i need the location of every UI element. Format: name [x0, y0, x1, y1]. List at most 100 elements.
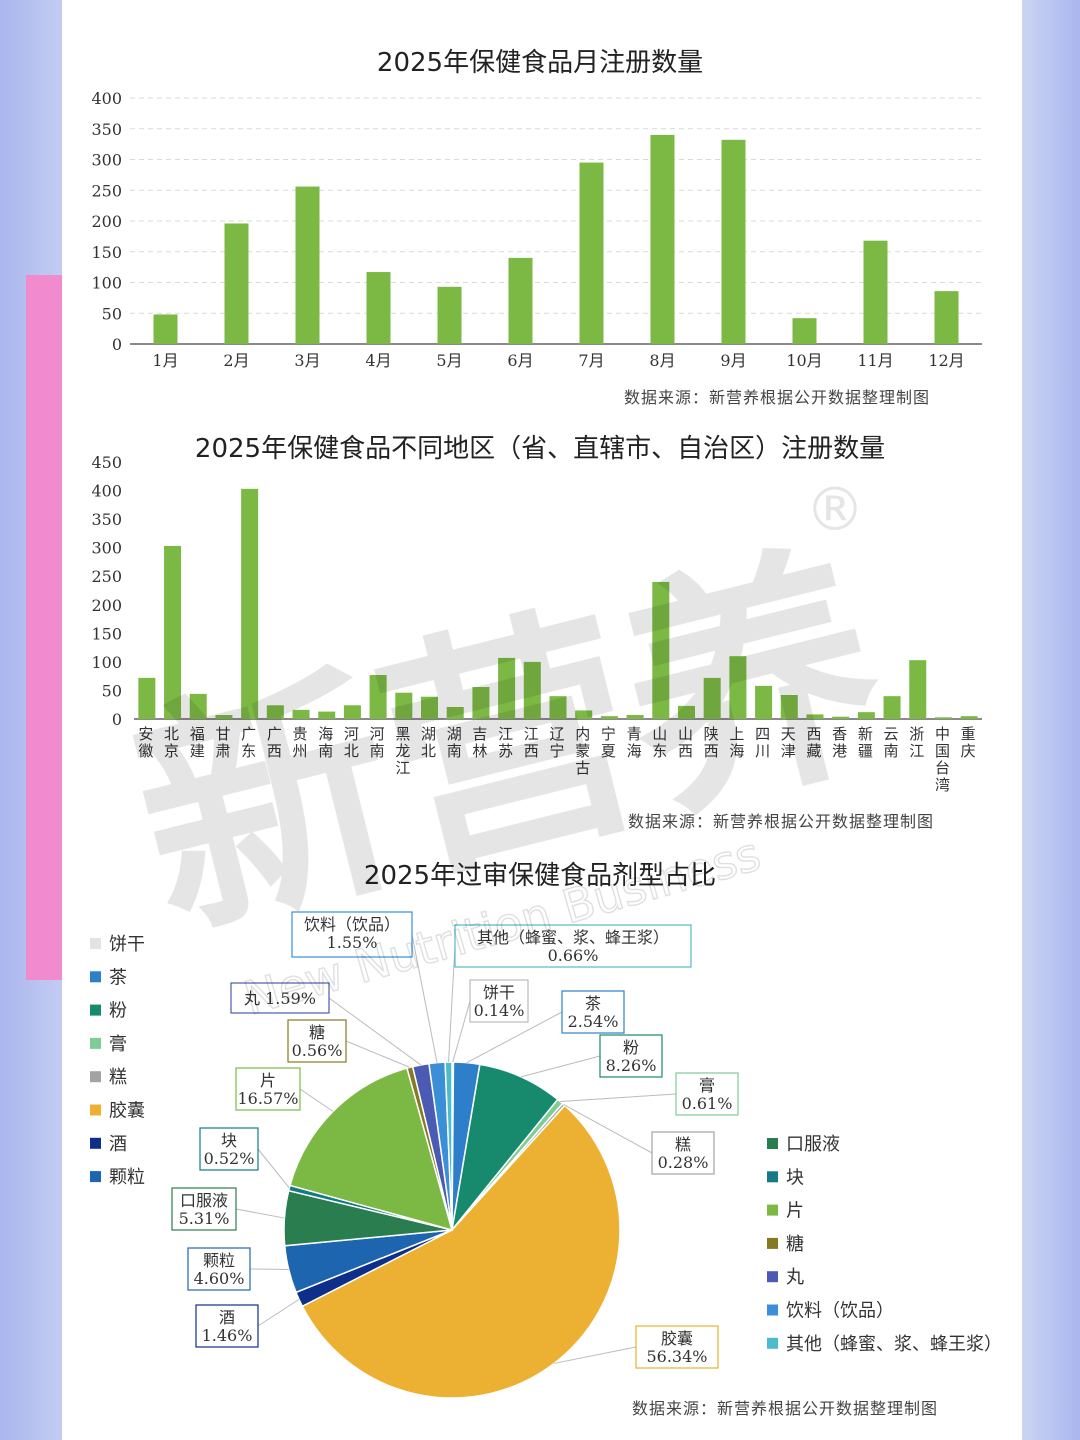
regional-bar: [446, 707, 464, 719]
pie-callout-box: [675, 1072, 739, 1116]
monthly-bar: [934, 291, 959, 344]
regional-bar: [806, 714, 824, 719]
pie-callout-label: 粉: [623, 1038, 639, 1057]
monthly-y-tick: 50: [102, 304, 122, 323]
pie-callout-label: 其他（蜂蜜、浆、蜂王浆）: [477, 928, 669, 947]
regional-x-tick: 湖北: [421, 725, 436, 760]
pie-leader-line: [452, 1000, 471, 1063]
legend-swatch: [90, 1037, 101, 1049]
regional-bar: [498, 657, 516, 719]
pie-callout-box: [454, 924, 692, 968]
pie-callout-label: 颗粒: [203, 1251, 235, 1270]
regional-y-tick: 400: [91, 482, 122, 501]
pie-leader-line: [257, 1298, 300, 1327]
pie-callout-value: 16.57%: [237, 1089, 298, 1108]
legend-swatch: [767, 1337, 778, 1349]
pie-callout-box: [171, 1187, 237, 1231]
pie-callout-value: 0.61%: [682, 1094, 733, 1113]
monthly-y-tick: 300: [91, 151, 122, 170]
legend-label: 其他（蜂蜜、浆、蜂王浆）: [786, 1334, 1002, 1355]
pie-callout-label: 膏: [699, 1076, 715, 1095]
dosage-chart-title: 2025年过审保健食品剂型占比: [363, 861, 717, 891]
pie-callout-box: [235, 1067, 301, 1111]
legend-swatch: [90, 1137, 101, 1149]
pie-leader-line: [553, 1346, 637, 1364]
pie-leader-line: [520, 1055, 601, 1078]
regional-bar: [421, 696, 439, 719]
regional-bar: [677, 705, 695, 719]
regional-bar: [266, 705, 284, 719]
monthly-x-tick: 2月: [223, 351, 249, 370]
regional-x-tick: 湖南: [447, 725, 462, 760]
regional-x-tick: 西藏: [806, 725, 821, 760]
pie-callout-box: [469, 979, 529, 1023]
pie-callout-value: 5.31%: [179, 1209, 230, 1228]
pie-leader-line: [466, 1011, 563, 1064]
regional-bar: [960, 716, 978, 719]
regional-x-tick: 内蒙古: [575, 725, 590, 777]
monthly-x-tick: 3月: [294, 351, 320, 370]
regional-y-tick: 150: [91, 624, 122, 643]
regional-x-tick: 江西: [524, 725, 539, 760]
regional-x-tick: 安徽: [138, 725, 153, 760]
regional-x-tick: 广东: [241, 725, 256, 760]
monthly-y-tick: 150: [91, 243, 122, 262]
monthly-bar: [863, 240, 888, 344]
legend-label: 粉: [109, 1001, 127, 1022]
monthly-x-tick: 4月: [365, 351, 391, 370]
pie-callout-label: 口服液: [180, 1191, 228, 1210]
regional-y-tick: 100: [91, 653, 122, 672]
monthly-x-tick: 1月: [152, 351, 178, 370]
regional-bar: [369, 675, 387, 719]
regional-x-tick: 甘肃: [215, 725, 230, 760]
regional-x-tick: 上海: [729, 725, 744, 760]
regional-bar: [549, 696, 567, 719]
regional-x-tick: 浙江: [909, 725, 924, 760]
pie-callout-value: 0.56%: [292, 1041, 343, 1060]
legend-swatch: [90, 1171, 101, 1183]
regional-bar: [318, 711, 336, 719]
regional-bar: [189, 693, 207, 719]
pie-callout-box: [199, 1127, 259, 1171]
monthly-y-tick: 200: [91, 212, 122, 231]
regional-chart-source: 数据来源：新营养根据公开数据整理制图: [628, 812, 935, 831]
regional-x-tick: 中国台湾: [935, 725, 950, 794]
pie-leader-line: [448, 945, 456, 1063]
pie-callout-label: 糕: [675, 1135, 691, 1154]
pie-callout-value: 0.14%: [474, 1001, 525, 1020]
monthly-x-tick: 12月: [928, 351, 964, 370]
regional-x-tick: 贵州: [293, 725, 308, 760]
regional-bar: [883, 696, 901, 719]
regional-y-tick: 350: [91, 510, 122, 529]
regional-bar: [832, 716, 850, 719]
legend-swatch: [767, 1204, 778, 1216]
legend-label: 饮料（饮品）: [786, 1301, 894, 1322]
regional-x-tick: 福建: [190, 725, 205, 760]
pie-callout-value: 0.52%: [204, 1149, 255, 1168]
regional-x-tick: 天津: [781, 725, 796, 760]
regional-bar: [138, 677, 156, 719]
pie-callout-box: [230, 982, 330, 1014]
monthly-bar: [579, 162, 604, 344]
regional-bar: [703, 677, 721, 719]
regional-bar: [600, 716, 618, 719]
legend-swatch: [767, 1271, 778, 1283]
regional-x-tick: 四川: [755, 725, 770, 760]
legend-label: 糕: [109, 1067, 127, 1088]
pie-callout-label: 片: [260, 1071, 276, 1090]
regional-chart-title: 2025年保健食品不同地区（省、直辖市、自治区）注册数量: [194, 434, 886, 464]
legend-label: 饼干: [109, 934, 145, 955]
legend-swatch: [767, 1138, 778, 1149]
regional-bar: [780, 695, 798, 719]
regional-bar: [241, 488, 259, 719]
legend-label: 膏: [109, 1033, 127, 1055]
pink-accent-bar: [26, 275, 62, 980]
pie-callout-label: 饼干: [483, 983, 515, 1002]
pie-leader-line: [257, 1148, 290, 1189]
regional-x-tick: 广西: [267, 725, 282, 760]
pie-callout-box: [561, 990, 625, 1034]
regional-bar: [934, 717, 952, 719]
monthly-bar: [792, 318, 817, 344]
legend-label: 颗粒: [109, 1167, 145, 1188]
regional-y-tick: 50: [102, 681, 122, 700]
